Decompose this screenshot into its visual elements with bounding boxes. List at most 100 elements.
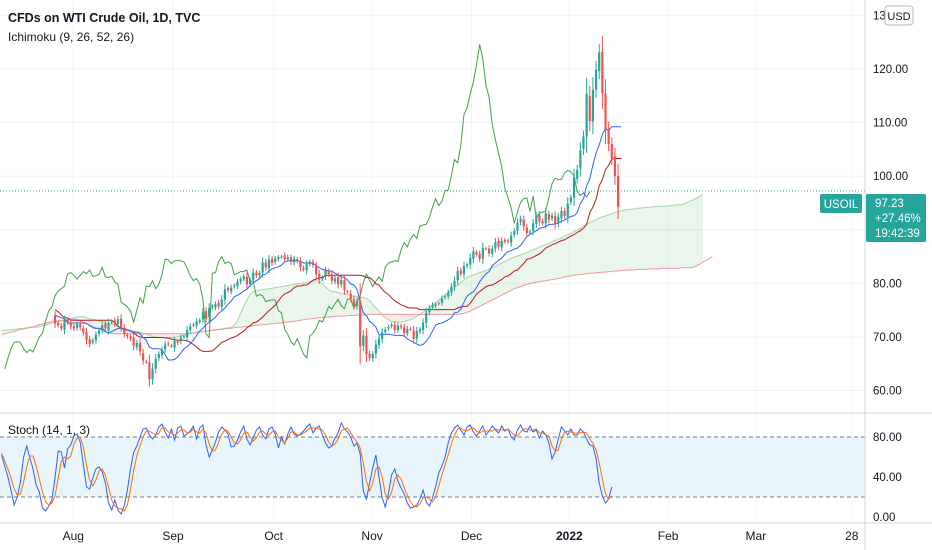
stoch-axis[interactable]: 0.00 40.00 80.00 <box>873 432 902 524</box>
candle-body <box>283 255 286 260</box>
candle-body <box>148 362 151 380</box>
candle-body <box>484 248 488 250</box>
cloud-segment <box>334 291 339 317</box>
cloud-segment <box>322 283 326 318</box>
ichimoku-lines <box>4 44 622 370</box>
stoch-tick-label: 40.00 <box>873 472 902 484</box>
cloud-segment <box>171 333 175 338</box>
cloud-segment <box>460 280 464 314</box>
cloud-segment <box>539 245 543 282</box>
candle-body <box>547 214 550 220</box>
candle-body <box>226 288 230 291</box>
cloud-segment <box>655 206 659 269</box>
ichimoku-legend[interactable]: Ichimoku (9, 26, 52, 26) <box>8 30 134 44</box>
cloud-segment <box>561 236 565 278</box>
cloud-segment <box>451 287 455 315</box>
candle-body <box>57 323 60 326</box>
cloud-segment <box>4 329 8 334</box>
cloud-segment <box>558 237 562 279</box>
candle-body <box>566 203 569 217</box>
candle-body <box>270 259 274 263</box>
candle-body <box>308 261 311 265</box>
stochastic-pane[interactable] <box>0 421 865 516</box>
currency-button-frame[interactable] <box>884 5 914 26</box>
cloud-segment <box>309 281 313 319</box>
cloud-segment <box>372 304 376 315</box>
candle-body <box>403 327 406 334</box>
candle-body <box>72 326 76 329</box>
cloud-segment <box>237 313 241 328</box>
candle-body <box>425 312 428 324</box>
candle-body <box>447 292 450 297</box>
time-tick-label: Feb <box>658 529 679 543</box>
stoch-legend[interactable]: Stoch (14, 1, 3) <box>8 423 90 437</box>
cloud-segment <box>495 264 499 299</box>
cloud-segment <box>328 289 332 318</box>
price-badge: 97.23 +27.46% 19:42:39 <box>866 194 926 242</box>
candle-body <box>97 330 101 334</box>
time-tick-label: Aug <box>63 529 84 543</box>
candle-body <box>182 336 186 338</box>
cloud-segment <box>687 200 691 268</box>
cloud-segment <box>253 290 257 326</box>
cloud-segment <box>652 206 656 269</box>
stoch-d-line <box>1 427 613 512</box>
cloud-segment <box>649 206 653 269</box>
cloud-segment <box>611 212 615 272</box>
cloud-segment <box>243 299 247 327</box>
candle-body <box>588 96 591 121</box>
time-tick-label: Dec <box>461 529 482 543</box>
candle-body <box>368 353 371 358</box>
cloud-segment <box>341 293 345 317</box>
cloud-segment <box>577 228 581 275</box>
candle-body <box>550 215 554 219</box>
candle-body <box>519 218 522 223</box>
cloud-segment <box>385 314 389 320</box>
cloud-segment <box>250 291 254 327</box>
candle-body <box>201 312 204 320</box>
candle-body <box>613 156 617 177</box>
candle-body <box>418 329 422 332</box>
candle-body <box>497 241 500 247</box>
cloud-segment <box>533 248 537 283</box>
price-candles[interactable] <box>53 0 621 387</box>
cloud-segment <box>548 241 553 281</box>
candle-body <box>481 247 484 259</box>
cloud-segment <box>165 333 169 338</box>
time-axis[interactable]: Aug Sep Oct Nov Dec 2022 Feb Mar 28 <box>63 529 859 543</box>
candle-body <box>594 69 598 90</box>
cloud-segment <box>457 282 461 315</box>
candle-body <box>289 257 293 262</box>
cloud-segment <box>555 238 559 280</box>
candle-body <box>245 276 249 285</box>
cloud-segment <box>463 277 468 314</box>
candle-body <box>431 304 434 308</box>
chart-title: CFDs on WTI Crude Oil, 1D, TVC <box>8 11 200 25</box>
candle-body <box>85 332 88 341</box>
candle-body <box>164 344 167 350</box>
candle-body <box>126 334 129 337</box>
candle-body <box>324 270 327 277</box>
candle-body <box>267 259 271 269</box>
candle-body <box>453 280 456 288</box>
cloud-segment <box>542 244 546 282</box>
candle-body <box>525 227 528 233</box>
candle-body <box>377 338 381 345</box>
candle-body <box>393 324 396 330</box>
candle-body <box>541 221 544 224</box>
candle-body <box>434 304 437 306</box>
candle-body <box>113 320 116 325</box>
candle-body <box>494 242 497 249</box>
candle-body <box>576 169 579 179</box>
cloud-segment <box>268 288 273 325</box>
currency-button[interactable]: USD <box>884 5 914 26</box>
candle-body <box>223 289 227 300</box>
candle-body <box>349 293 352 299</box>
cloud-segment <box>155 333 159 338</box>
candle-body <box>598 52 601 72</box>
cloud-segment <box>303 282 307 320</box>
candle-body <box>242 276 245 280</box>
currency-label[interactable]: USD <box>887 11 910 23</box>
candle-body <box>591 89 595 122</box>
